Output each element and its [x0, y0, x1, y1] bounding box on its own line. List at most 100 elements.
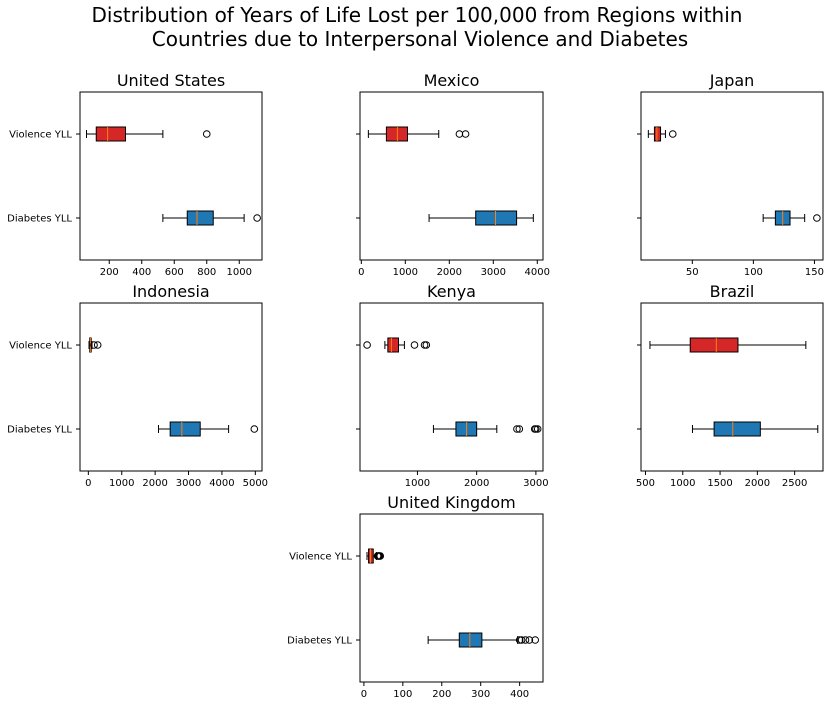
diabetes-box-3 [157, 421, 259, 437]
box [689, 337, 739, 353]
outlier-point [422, 341, 431, 349]
diabetes-box-1 [428, 210, 534, 226]
panel-0: United States 200 400 600 800 1000 Violence YL… [7, 71, 263, 278]
x-tick-label: 0 [85, 478, 91, 489]
outlier-point [90, 341, 98, 349]
x-tick-label: 5000 [243, 478, 268, 489]
outlier-point [202, 130, 211, 138]
figure-title-line-2: Countries due to Interpersonal Violence … [152, 27, 688, 51]
y-tick-label: Diabetes YLL [7, 214, 72, 225]
plot-frame [79, 302, 263, 472]
x-tick-label: 500 [636, 478, 655, 489]
x-tick-label: 100 [744, 267, 763, 278]
x-tick-label: 2000 [142, 478, 167, 489]
box [387, 337, 399, 353]
x-tick-label: 100 [393, 689, 412, 700]
diabetes-box-5 [691, 421, 819, 437]
outlier-point [813, 214, 821, 222]
x-tick-label: 1500 [707, 478, 732, 489]
diabetes-box-4 [432, 421, 542, 437]
x-tick-label: 150 [805, 267, 824, 278]
outlier-point [521, 636, 530, 644]
outlier-point [531, 636, 540, 644]
violence-box-6 [366, 548, 385, 564]
x-tick-label: 300 [471, 689, 490, 700]
plot-frame [640, 302, 824, 472]
y-tick-label: Violence YLL [289, 552, 352, 563]
violence-box-3 [88, 337, 102, 353]
panel-4: Kenya 1000 2000 3000 [356, 282, 549, 489]
plot-frame [79, 91, 263, 261]
x-tick-label: 200 [432, 689, 451, 700]
x-tick-label: 800 [197, 267, 216, 278]
outlier-point [410, 341, 419, 349]
outlier-point [517, 636, 526, 644]
x-tick-label: 50 [686, 267, 699, 278]
outlier-point [525, 636, 534, 644]
outlier-point [668, 130, 677, 138]
panel-title: Japan [709, 71, 755, 90]
box [95, 126, 126, 142]
x-tick-label: 400 [510, 689, 529, 700]
x-tick-label: 2000 [437, 267, 462, 278]
violence-box-0 [86, 126, 211, 142]
x-tick-label: 2000 [464, 478, 489, 489]
x-tick-label: 2500 [782, 478, 807, 489]
x-tick-label: 3000 [481, 267, 506, 278]
box [475, 210, 518, 226]
outlier-point [533, 425, 542, 433]
x-tick-label: 3000 [176, 478, 201, 489]
x-tick-label: 1000 [109, 478, 134, 489]
violence-box-5 [649, 337, 807, 353]
violence-box-4 [363, 337, 431, 353]
outlier-point [250, 425, 259, 433]
panel-title: Mexico [424, 71, 480, 90]
panel-title: Kenya [427, 282, 476, 301]
x-tick-label: 0 [361, 689, 367, 700]
panel-3: Indonesia 0 1000 2000 3000 4000 5000 Violence Y… [7, 282, 268, 489]
outlier-point [376, 552, 385, 560]
panel-title: United Kingdom [387, 493, 515, 512]
x-tick-label: 1000 [393, 267, 418, 278]
panel-2: Japan 50 100 150 [637, 71, 824, 278]
outlier-point [455, 130, 464, 138]
y-tick-label: Diabetes YLL [7, 425, 72, 436]
outlier-point [363, 341, 371, 349]
panel-title: Brazil [710, 282, 755, 301]
diabetes-box-6 [427, 632, 540, 648]
diabetes-box-0 [162, 210, 261, 226]
violence-box-1 [367, 126, 470, 142]
box [653, 126, 662, 142]
outlier-point [253, 214, 261, 222]
x-tick-label: 0 [358, 267, 364, 278]
diabetes-box-2 [762, 210, 821, 226]
box [169, 421, 201, 437]
panel-6: United Kingdom 0 100 200 300 400 Violence YLL D… [287, 493, 544, 700]
box [713, 421, 761, 437]
plot-frame [359, 302, 544, 472]
y-tick-label: Violence YLL [9, 130, 72, 141]
x-tick-label: 1000 [227, 267, 252, 278]
x-tick-label: 2000 [745, 478, 770, 489]
plot-frame [359, 91, 544, 261]
y-tick-label: Violence YLL [9, 341, 72, 352]
x-tick-label: 3000 [523, 478, 548, 489]
box [186, 210, 214, 226]
x-tick-label: 1000 [405, 478, 430, 489]
panel-1: Mexico 0 1000 2000 3000 4000 [356, 71, 550, 278]
x-tick-label: 600 [165, 267, 184, 278]
plot-frame [640, 91, 824, 261]
x-tick-label: 400 [132, 267, 151, 278]
panel-title: United States [117, 71, 225, 90]
outlier-point [461, 130, 470, 138]
panel-5: Brazil 500 1000 1500 2000 2500 [636, 282, 824, 489]
outlier-point [93, 341, 102, 349]
violence-box-2 [647, 126, 677, 142]
box [458, 632, 483, 648]
x-tick-label: 4000 [209, 478, 234, 489]
x-tick-label: 4000 [525, 267, 550, 278]
x-tick-label: 1000 [670, 478, 695, 489]
figure-title-line-1: Distribution of Years of Life Lost per 1… [92, 3, 743, 27]
